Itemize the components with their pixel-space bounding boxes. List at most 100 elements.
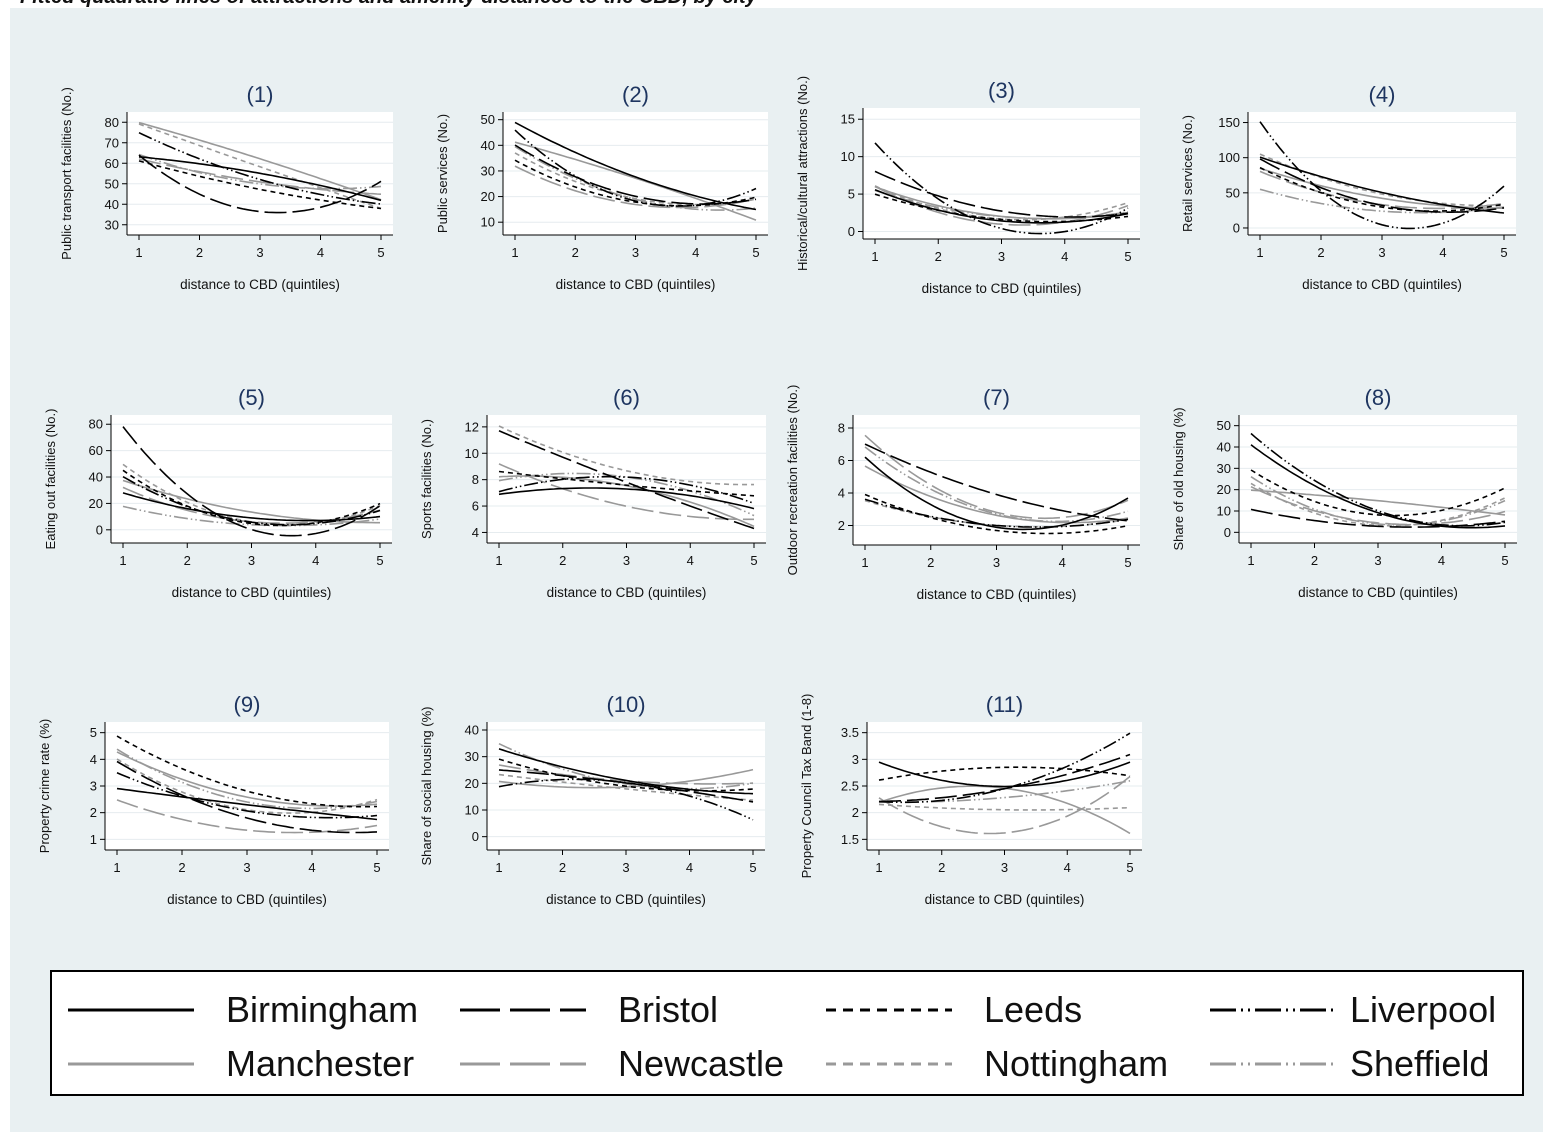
- panel-title: (6): [613, 385, 640, 410]
- x-tick-label: 5: [752, 245, 759, 260]
- y-tick-label: 0: [848, 224, 855, 239]
- x-tick-label: 5: [1501, 553, 1508, 568]
- legend-label: Newcastle: [618, 1043, 785, 1084]
- y-tick-label: 40: [1217, 440, 1231, 455]
- y-tick-label: 60: [105, 156, 119, 171]
- y-tick-label: 60: [89, 443, 103, 458]
- series-line-leeds: [498, 470, 755, 497]
- plot-area: [503, 112, 768, 235]
- x-tick-label: 4: [686, 860, 693, 875]
- chart-panel-4: 0 50 100 150 1 2 3 4 5 (4) distance to CBD (quinti…: [1180, 82, 1516, 292]
- y-tick-label: 8: [838, 421, 845, 436]
- series-line-liverpool: [864, 498, 1129, 528]
- series-line-sheffield: [498, 472, 755, 517]
- series-line-bristol: [116, 760, 378, 834]
- series-line-liverpool: [498, 475, 755, 505]
- x-axis-label: distance to CBD (quintiles): [180, 277, 340, 292]
- y-tick-label: 15: [841, 112, 855, 127]
- legend-item-nottingham: Nottingham: [824, 1044, 1204, 1084]
- y-axis-label: Public transport facilities (No.): [59, 87, 74, 260]
- x-tick-label: 1: [135, 245, 142, 260]
- legend-item-liverpool: Liverpool: [1208, 990, 1508, 1030]
- series-line-nottingham: [1250, 482, 1506, 527]
- y-tick-label: 10: [1217, 504, 1231, 519]
- y-tick-label: 100: [1218, 150, 1240, 165]
- legend-item-newcastle: Newcastle: [458, 1044, 838, 1084]
- y-tick-label: 20: [89, 496, 103, 511]
- series-line-newcastle: [878, 775, 1131, 835]
- x-tick-label: 5: [1126, 860, 1133, 875]
- series-line-bristol: [514, 144, 757, 205]
- legend-swatch: [1210, 1062, 1336, 1066]
- series-line-nottingham: [498, 773, 754, 801]
- x-axis-label: distance to CBD (quintiles): [922, 281, 1082, 296]
- legend-swatch: [460, 1008, 586, 1012]
- x-tick-label: 5: [1500, 245, 1507, 260]
- legend-swatch: [68, 1062, 194, 1066]
- y-tick-label: 12: [465, 419, 479, 434]
- panel-title: (11): [986, 692, 1024, 717]
- y-axis-label: Share of social housing (%): [419, 707, 434, 866]
- legend-label: Nottingham: [984, 1043, 1169, 1084]
- y-tick-label: 3: [90, 779, 97, 794]
- x-tick-label: 2: [572, 245, 579, 260]
- panel-title: (1): [247, 82, 274, 107]
- y-axis-label: Historical/cultural attractions (No.): [795, 76, 810, 271]
- legend-label: Birmingham: [226, 989, 419, 1030]
- y-tick-label: 20: [465, 776, 479, 791]
- x-tick-label: 4: [308, 860, 315, 875]
- y-tick-label: 30: [1217, 461, 1231, 476]
- y-tick-label: 5: [848, 187, 855, 202]
- chart-panel-10: 0 10 20 30 40 1 2 3 4 5 (10) distance to CBD (quint…: [419, 692, 765, 907]
- series-line-nottingham: [864, 499, 1129, 528]
- legend: Birmingham Bristol Leeds Liverpool Mancheste…: [50, 970, 1524, 1096]
- legend-label: Liverpool: [1350, 989, 1497, 1030]
- series-line-newcastle: [1250, 485, 1506, 526]
- y-axis-label: Sports facilities (No.): [419, 419, 434, 539]
- x-tick-label: 5: [1124, 249, 1131, 264]
- series-line-sheffield: [1250, 476, 1506, 526]
- chart-panel-5: 0 20 40 60 80 1 2 3 4 5 (5) distance to CBD (quinti…: [43, 385, 392, 600]
- series-line-liverpool: [1259, 121, 1505, 230]
- series-line-liverpool: [498, 778, 754, 821]
- y-axis-label: Outdoor recreation facilities (No.): [785, 385, 800, 576]
- y-tick-label: 30: [105, 217, 119, 232]
- series-line-bristol: [874, 170, 1129, 218]
- x-axis-label: distance to CBD (quintiles): [917, 587, 1077, 602]
- series-line-leeds: [498, 758, 754, 792]
- chart-panel-8: 0 10 20 30 40 50 1 2 3 4 5 (8) distance to CBD (quin…: [1171, 385, 1517, 600]
- legend-swatch: [826, 1008, 952, 1012]
- panel-title: (5): [238, 385, 265, 410]
- series-line-leeds: [116, 735, 378, 808]
- x-tick-label: 4: [1439, 245, 1446, 260]
- series-line-newcastle: [116, 799, 378, 834]
- y-axis-label: Eating out facilities (No.): [43, 409, 58, 550]
- series-line-leeds: [878, 766, 1131, 781]
- series-line-manchester: [122, 479, 380, 524]
- y-tick-label: 80: [105, 115, 119, 130]
- x-tick-label: 1: [1256, 245, 1263, 260]
- y-tick-label: 40: [105, 197, 119, 212]
- x-tick-label: 3: [1374, 553, 1381, 568]
- y-tick-label: 10: [481, 215, 495, 230]
- y-tick-label: 150: [1218, 115, 1240, 130]
- series-line-manchester: [138, 121, 382, 201]
- y-tick-label: 1.5: [841, 832, 859, 847]
- y-tick-label: 4: [90, 752, 97, 767]
- x-tick-label: 2: [196, 245, 203, 260]
- x-tick-label: 5: [373, 860, 380, 875]
- series-line-liverpool: [878, 732, 1131, 804]
- series-line-birmingham: [498, 487, 755, 510]
- series-line-liverpool: [116, 772, 378, 819]
- series-line-nottingham: [116, 758, 378, 814]
- x-tick-label: 1: [495, 553, 502, 568]
- x-tick-label: 4: [312, 553, 319, 568]
- x-tick-label: 1: [113, 860, 120, 875]
- legend-item-sheffield: Sheffield: [1208, 1044, 1508, 1084]
- panel-title: (3): [988, 78, 1015, 103]
- x-tick-label: 3: [998, 249, 1005, 264]
- series-line-manchester: [514, 141, 757, 221]
- figure-title: Fitted quadratic lines of attractions an…: [0, 0, 1543, 8]
- series-line-bristol: [122, 426, 381, 537]
